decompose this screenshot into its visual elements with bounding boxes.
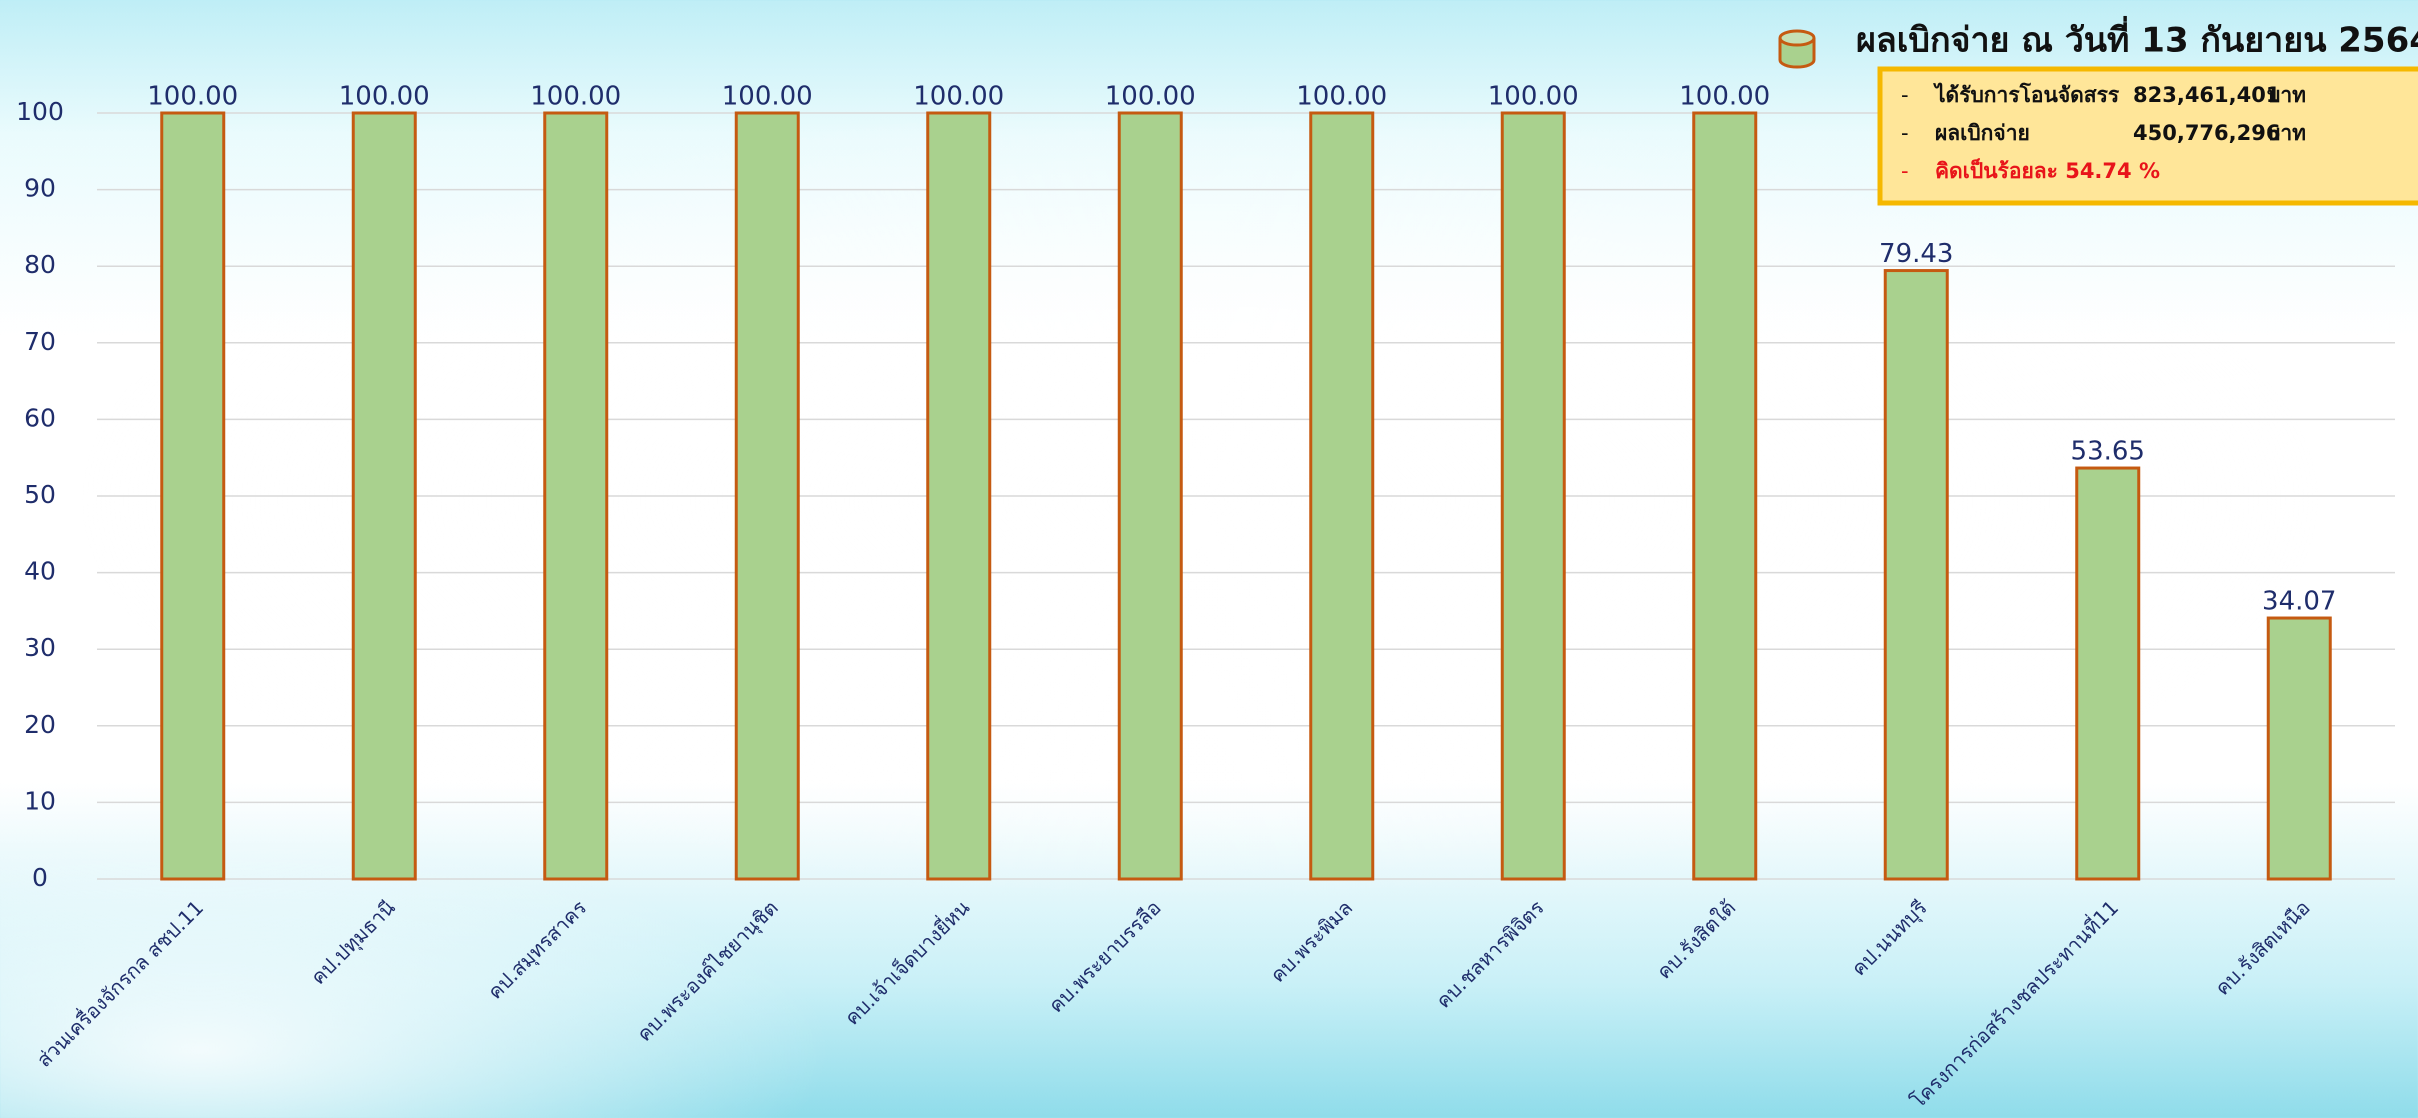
value-label: 79.43	[1879, 239, 1953, 269]
y-tick-label: 100	[16, 97, 64, 126]
y-tick-label: 0	[32, 863, 48, 892]
x-tick-label: คบ.พระพิมล	[1265, 895, 1357, 987]
value-label: 53.65	[2071, 437, 2145, 467]
y-tick-label: 60	[24, 403, 56, 432]
value-label: 100.00	[1296, 82, 1387, 112]
x-tick-label: โครงการก่อสร้างชลประทานที่11	[1904, 894, 2123, 1113]
value-label: 100.00	[913, 82, 1004, 112]
annotation-unit: บาท	[2267, 121, 2306, 145]
x-tick-label: คบ.ชลหารพิจิตร	[1431, 895, 1549, 1013]
bar	[1692, 111, 1758, 881]
bar	[1500, 111, 1566, 881]
annotation-unit: บาท	[2267, 83, 2306, 107]
x-tick-label: คบ.พระยาบรรลือ	[1044, 895, 1166, 1017]
value-label: 34.07	[2262, 587, 2336, 617]
x-tick-label: คป.นนทบุรี	[1847, 895, 1933, 981]
value-label: 100.00	[1679, 82, 1770, 112]
x-tick-label: คบ.เจ้าเจ็ดบางยี่หน	[838, 894, 974, 1030]
x-tick-label: คบ.พระองค์ไชยานุชิต	[632, 895, 783, 1046]
annotation-label: คิดเป็นร้อยละ 54.74 %	[1935, 157, 2160, 183]
x-tick-label: คบ.รังสิตเหนือ	[2210, 895, 2315, 1000]
bar	[351, 111, 417, 881]
annotation-bullet: -	[1901, 83, 1909, 107]
value-label: 100.00	[1105, 82, 1196, 112]
annotation-amount: 450,776,296	[2133, 121, 2280, 145]
y-tick-label: 30	[24, 633, 56, 662]
annotation-label: ได้รับการโอนจัดสรร	[1933, 82, 2120, 107]
x-tick-label: คบ.รังสิตใต้	[1652, 895, 1740, 983]
bar	[543, 111, 609, 881]
bar	[2075, 466, 2141, 881]
legend-label: ผลเบิกจ่าย ณ วันที่ 13 กันยายน 2564	[1856, 16, 2418, 61]
y-tick-label: 80	[24, 250, 56, 279]
bar	[926, 111, 992, 881]
x-tick-label: คป.สมุทรสาคร	[483, 895, 592, 1004]
value-label: 100.00	[722, 82, 813, 112]
annotation-bullet: -	[1901, 121, 1909, 145]
value-label: 100.00	[530, 82, 621, 112]
y-tick-label: 20	[24, 710, 56, 739]
y-tick-label: 90	[24, 174, 56, 203]
bar	[1117, 111, 1183, 881]
annotation-box	[1877, 66, 2418, 206]
value-label: 100.00	[147, 82, 238, 112]
legend: ผลเบิกจ่าย ณ วันที่ 13 กันยายน 2564	[1778, 16, 2418, 69]
value-label: 100.00	[1488, 82, 1579, 112]
x-tick-label: ส่วนเครื่องจักรกล สชป.11	[30, 894, 208, 1072]
y-tick-label: 40	[24, 557, 56, 586]
annotation-amount: 823,461,401	[2133, 83, 2280, 107]
bar	[1883, 269, 1949, 881]
legend-swatch-top	[1778, 29, 1816, 47]
annotation-bullet: -	[1901, 159, 1909, 183]
bar	[2266, 616, 2332, 881]
y-tick-label: 70	[24, 327, 56, 356]
value-label: 100.00	[339, 82, 430, 112]
bar	[1309, 111, 1375, 881]
bar	[734, 111, 800, 881]
annotation-label: ผลเบิกจ่าย	[1935, 121, 2030, 145]
y-tick-label: 50	[24, 480, 56, 509]
x-tick-label: คป.ปทุมธานี	[306, 895, 401, 990]
bar	[160, 111, 226, 881]
y-tick-label: 10	[24, 786, 56, 815]
